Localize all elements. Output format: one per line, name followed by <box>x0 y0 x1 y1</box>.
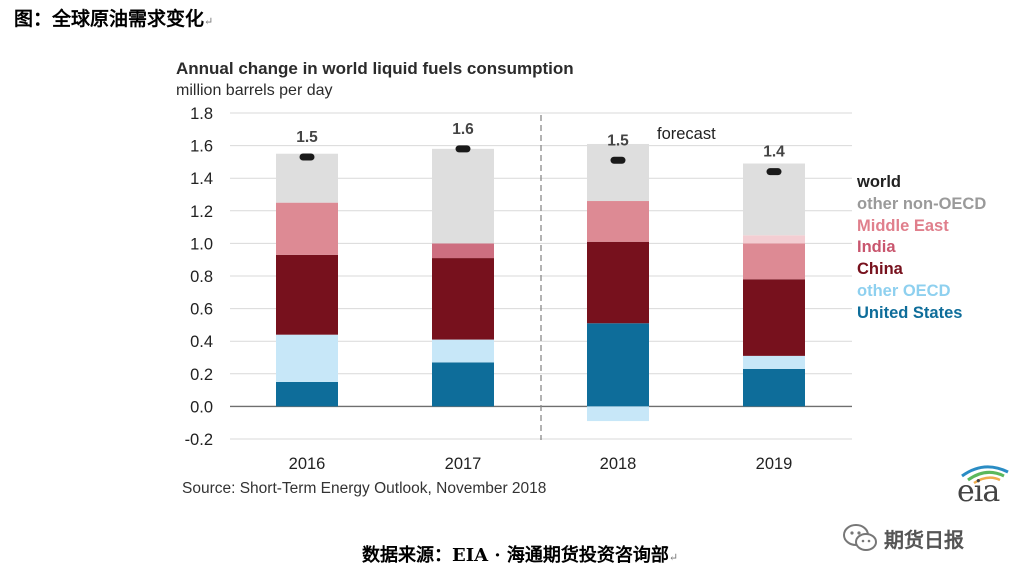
bar-middle-east-2018 <box>587 201 649 242</box>
legend-item-other-non-oecd: other non-OECD <box>857 194 987 213</box>
y-tick-label: 0.4 <box>190 333 213 351</box>
eia-logo-arcs <box>961 465 1009 485</box>
y-tick-label: -0.2 <box>185 431 213 449</box>
bar-united-states-2019 <box>743 368 805 407</box>
bar-other-non-oecd-2017 <box>432 148 494 244</box>
y-tick-label: 1.6 <box>190 138 213 156</box>
legend-item-world: world <box>857 173 901 191</box>
paragraph-mark: ↵ <box>204 15 214 28</box>
world-value-label: 1.5 <box>607 132 629 149</box>
y-tick-label: 1.4 <box>190 170 213 188</box>
x-tick-label: 2016 <box>289 455 326 473</box>
world-marker <box>766 168 782 176</box>
chart-title: Annual change in world liquid fuels cons… <box>176 59 574 78</box>
figure-title: 图：全球原油需求变化↵ <box>14 8 214 30</box>
bar-middle-east-2019 <box>743 243 805 280</box>
bar-united-states-2018 <box>587 323 649 407</box>
bar-united-states-2016 <box>276 381 338 407</box>
y-tick-labels: 1.8 1.6 1.4 1.2 1.0 0.8 0.6 0.4 0.2 0.0 -0.2 <box>185 105 213 449</box>
y-tick-label: 0.6 <box>190 301 213 319</box>
bar-united-states-2017 <box>432 362 494 407</box>
bar-other-oecd-2019 <box>743 355 805 369</box>
world-value-label: 1.6 <box>452 121 474 138</box>
bars <box>276 143 805 422</box>
world-value-label: 1.5 <box>296 129 318 146</box>
bar-china-2017 <box>432 258 494 340</box>
y-tick-label: 0.8 <box>190 268 213 286</box>
x-tick-labels: 2016 2017 2018 2019 <box>289 455 793 473</box>
bar-other-oecd-2016 <box>276 334 338 382</box>
bar-other-oecd-2018 <box>587 406 649 422</box>
y-tick-label: 0.2 <box>190 366 213 384</box>
wechat-icon <box>843 524 877 551</box>
world-marker <box>299 153 315 161</box>
x-tick-label: 2019 <box>756 455 793 473</box>
bar-middle-east-2016 <box>276 202 338 255</box>
legend-item-middle-east: Middle East <box>857 216 949 235</box>
wechat-watermark: 期货日报 <box>842 523 964 553</box>
bar-china-2016 <box>276 254 338 335</box>
chart-y-unit: million barrels per day <box>176 82 333 99</box>
legend-item-other-oecd: other OECD <box>857 281 951 300</box>
legend-item-india: India <box>857 238 896 257</box>
bar-china-2018 <box>587 241 649 324</box>
figure-footer: 数据来源：EIA · 海通期货投资咨询部↵ <box>362 545 679 566</box>
y-tick-label: 1.8 <box>190 105 213 123</box>
x-tick-label: 2017 <box>445 455 482 473</box>
x-tick-label: 2018 <box>600 455 637 473</box>
forecast-label: forecast <box>657 125 716 143</box>
paragraph-mark: ↵ <box>668 551 679 564</box>
world-markers: 1.5 1.6 1.5 1.4 <box>296 121 785 176</box>
chart-source: Source: Short-Term Energy Outlook, Novem… <box>182 480 547 497</box>
world-marker <box>455 145 471 153</box>
y-tick-label: 0.0 <box>190 398 213 416</box>
bar-other-non-oecd-2016 <box>276 153 338 203</box>
y-tick-label: 1.0 <box>190 235 213 253</box>
bar-other-non-oecd-2019 <box>743 163 805 236</box>
world-marker <box>610 156 626 164</box>
chart-legend: world other non-OECD Middle East India China… <box>857 172 986 325</box>
legend-item-united-states: United States <box>857 303 963 322</box>
bar-band-middle-east-2019 <box>743 235 805 244</box>
bar-china-2019 <box>743 279 805 356</box>
legend-item-china: China <box>857 260 903 279</box>
eia-logo-text: eia <box>957 474 1000 509</box>
world-value-label: 1.4 <box>763 144 785 161</box>
bar-other-oecd-2017 <box>432 339 494 363</box>
bar-india-2017 <box>432 243 494 259</box>
wechat-account-name: 期货日报 <box>884 529 964 552</box>
y-tick-label: 1.2 <box>190 203 213 221</box>
bar-other-non-oecd-2018 <box>587 143 649 202</box>
